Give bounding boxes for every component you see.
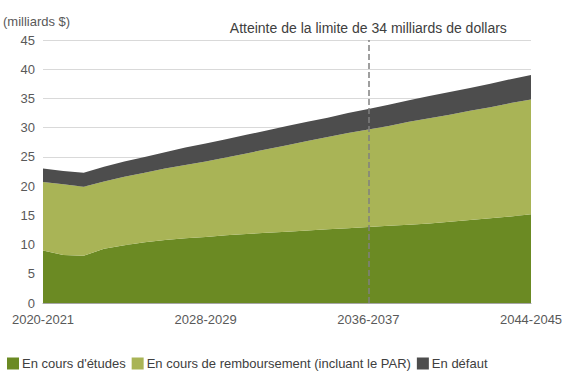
svg-text:En cours de remboursement (inc: En cours de remboursement (incluant le P…: [147, 356, 411, 371]
svg-text:20: 20: [21, 179, 35, 194]
svg-text:0: 0: [28, 296, 35, 311]
svg-text:45: 45: [21, 33, 35, 48]
svg-text:2036-2037: 2036-2037: [337, 312, 399, 327]
svg-text:40: 40: [21, 62, 35, 77]
svg-text:15: 15: [21, 208, 35, 223]
svg-text:10: 10: [21, 237, 35, 252]
svg-text:35: 35: [21, 91, 35, 106]
svg-text:En cours d'études: En cours d'études: [22, 356, 126, 371]
svg-text:2020-2021: 2020-2021: [12, 312, 74, 327]
svg-text:En défaut: En défaut: [432, 356, 488, 371]
svg-text:30: 30: [21, 120, 35, 135]
svg-text:5: 5: [28, 266, 35, 281]
svg-text:2028-2029: 2028-2029: [175, 312, 237, 327]
svg-text:2044-2045: 2044-2045: [500, 312, 562, 327]
svg-text:25: 25: [21, 149, 35, 164]
svg-text:Atteinte de la limite de 34 mi: Atteinte de la limite de 34 milliards de…: [230, 20, 507, 36]
svg-text:(milliards $): (milliards $): [3, 14, 70, 29]
